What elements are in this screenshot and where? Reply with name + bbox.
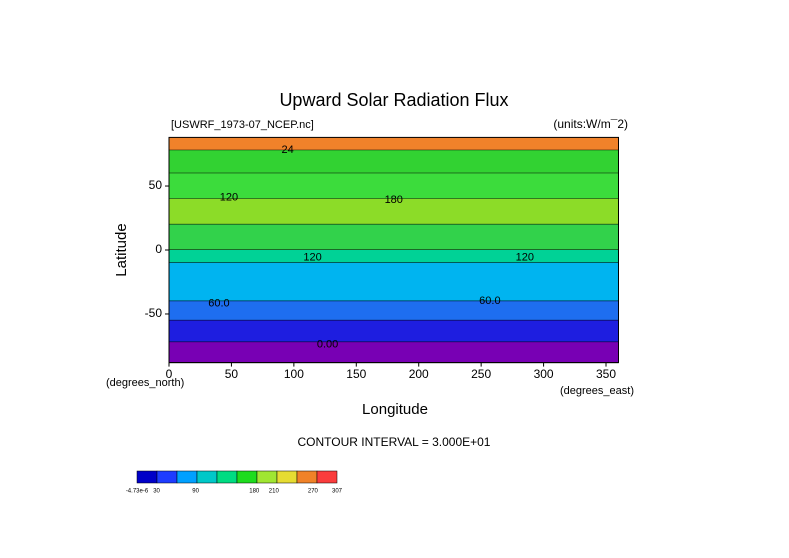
contour-label: 120 — [303, 252, 321, 264]
x-axis-label: Longitude — [362, 401, 428, 418]
chart-title: Upward Solar Radiation Flux — [279, 90, 508, 110]
colorbar-box — [276, 470, 298, 484]
x-tick-label: 250 — [471, 367, 491, 381]
colorbar-box — [256, 470, 278, 484]
y-tick-label: -50 — [145, 306, 163, 320]
x-tick-label: 50 — [225, 367, 239, 381]
x-tick-label: 300 — [534, 367, 554, 381]
contour-label: 60.0 — [479, 295, 500, 307]
flux-band — [169, 137, 619, 151]
colorbar-box — [136, 470, 158, 484]
x-tick-label: 150 — [346, 367, 366, 381]
flux-band — [169, 342, 619, 363]
contour-label: 180 — [385, 194, 403, 206]
x-unit: (degrees_east) — [560, 385, 634, 397]
flux-band — [169, 150, 619, 174]
flux-band — [169, 320, 619, 343]
y-unit: (degrees_north) — [106, 377, 184, 389]
flux-band — [169, 301, 619, 321]
flux-band — [169, 198, 619, 225]
flux-band — [169, 262, 619, 302]
colorbar-box — [216, 470, 238, 484]
units: (units:W/m¯2) — [553, 117, 628, 131]
y-tick-label: 50 — [149, 178, 163, 192]
colorbar-label: 90 — [192, 489, 199, 495]
flux-band — [169, 224, 619, 250]
file-name: [USWRF_1973-07_NCEP.nc] — [171, 119, 314, 131]
contour-label: 120 — [516, 252, 534, 264]
colorbar-box — [196, 470, 218, 484]
contour-label: 60.0 — [208, 298, 229, 310]
colorbar-box — [156, 470, 178, 484]
colorbar-label: 270 — [308, 489, 319, 495]
colorbar-label: 30 — [153, 489, 160, 495]
colorbar-box — [236, 470, 258, 484]
colorbar-label: 180 — [249, 489, 260, 495]
colorbar-box — [176, 470, 198, 484]
y-axis-label: Latitude — [113, 223, 130, 276]
x-tick-label: 200 — [409, 367, 429, 381]
contour-label: 120 — [220, 191, 238, 203]
contour-label: 24 — [281, 144, 293, 156]
colorbar-label: -4.73e-6 — [126, 489, 149, 495]
colorbar-label: 307 — [332, 489, 343, 495]
flux-band — [169, 173, 619, 199]
colorbar-box — [316, 470, 338, 484]
y-tick-label: 0 — [155, 242, 162, 256]
contour-label: 0.00 — [317, 339, 338, 351]
colorbar-box — [296, 470, 318, 484]
x-tick-label: 350 — [596, 367, 616, 381]
colorbar-label: 210 — [269, 489, 280, 495]
x-tick-label: 100 — [284, 367, 304, 381]
x-tick-label: 0 — [166, 367, 173, 381]
contour-interval: CONTOUR INTERVAL = 3.000E+01 — [298, 435, 491, 449]
flux-band — [169, 250, 619, 263]
